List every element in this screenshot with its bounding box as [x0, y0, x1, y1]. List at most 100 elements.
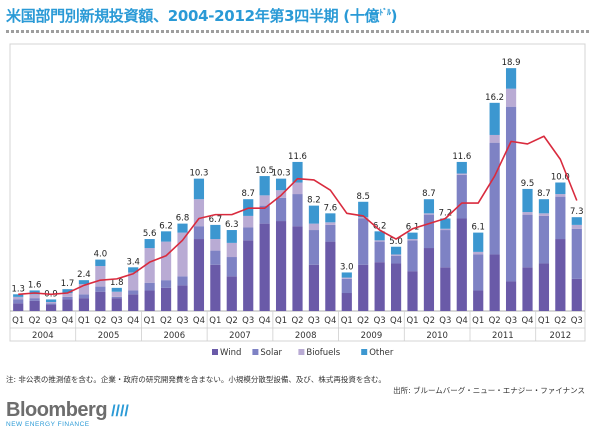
bar-segment-solar	[538, 215, 550, 264]
bar-segment-solar	[128, 290, 139, 295]
bar-segment-biofuels	[160, 241, 172, 281]
bar-segment-solar	[144, 282, 155, 291]
x-tick-label: Q1	[472, 316, 484, 326]
source-credit: 出所: ブルームバーグ・ニュー・エナジー・ファイナンス	[393, 386, 585, 395]
bar-segment-other	[95, 259, 106, 267]
x-tick-label: Q2	[489, 316, 501, 326]
x-tick-label: Q4	[61, 316, 73, 326]
bar-segment-solar	[78, 294, 90, 299]
x-tick-label: Q4	[456, 316, 468, 326]
x-tick-label: Q2	[160, 316, 172, 326]
bar-total-label: 10.0	[551, 173, 570, 183]
bar-segment-solar	[505, 106, 517, 282]
bar-segment-wind	[243, 240, 254, 311]
bar-segment-wind	[95, 291, 106, 311]
bar-segment-other	[505, 68, 517, 89]
bar-segment-solar	[555, 196, 566, 240]
bar-total-label: 6.2	[159, 221, 173, 231]
x-tick-label: Q3	[111, 316, 123, 326]
bar-total-label: 16.2	[485, 93, 504, 103]
bar-segment-wind	[341, 293, 352, 311]
bar-segment-biofuels	[95, 266, 106, 287]
bar-segment-biofuels	[193, 199, 205, 227]
bar-segment-solar	[13, 299, 24, 304]
bar-segment-wind	[160, 287, 172, 311]
bar-segment-other	[275, 178, 287, 191]
bar-total-label: 1.8	[110, 278, 124, 288]
bar-segment-biofuels	[45, 302, 57, 304]
bar-segment-wind	[111, 298, 122, 311]
bar-segment-other	[226, 230, 237, 243]
bar-total-label: 18.9	[502, 58, 521, 68]
bar-segment-biofuels	[358, 217, 369, 219]
bar-segment-biofuels	[308, 223, 320, 231]
x-tick-label: Q2	[291, 316, 303, 326]
x-year-label: 2007	[229, 331, 251, 341]
title-divider	[6, 30, 589, 33]
bar-segment-wind	[78, 298, 90, 311]
x-tick-label: Q1	[12, 316, 24, 326]
bar-segment-wind	[13, 303, 24, 311]
bar-total-label: 7.2	[439, 208, 453, 218]
bar-segment-biofuels	[128, 272, 139, 291]
chart-title: 米国部門別新規投資額、2004-2012年第3四半期 (十億ﾄﾞﾙ)	[6, 5, 398, 26]
bar-segment-solar	[407, 240, 418, 272]
x-year-label: 2010	[426, 331, 448, 341]
bar-segment-wind	[292, 226, 303, 311]
bar-segment-wind	[275, 221, 287, 311]
bar-total-label: 6.8	[176, 214, 190, 224]
bar-segment-other	[210, 224, 221, 240]
bar-segment-wind	[407, 271, 418, 311]
trend-line	[18, 135, 578, 296]
bar-total-label: 3.4	[126, 257, 140, 267]
bar-segment-biofuels	[473, 251, 484, 255]
legend-swatch-wind	[212, 349, 218, 355]
bar-segment-biofuels	[522, 212, 533, 215]
bar-segment-wind	[259, 223, 270, 311]
bar-segment-solar	[308, 230, 320, 265]
bar-total-label: 10.5	[255, 166, 274, 176]
bar-segment-other	[144, 239, 155, 249]
bar-total-label: 7.3	[570, 207, 584, 217]
stacked-bar-chart: 1.3Q11.6Q20.9Q31.7Q42.4Q14.0Q21.8Q33.4Q4…	[9, 43, 586, 358]
x-tick-label: Q4	[127, 316, 139, 326]
bar-segment-other	[62, 289, 73, 294]
bar-segment-wind	[308, 264, 320, 311]
bar-segment-other	[555, 182, 566, 195]
x-tick-label: Q1	[209, 316, 221, 326]
plot-frame	[9, 43, 586, 342]
logo-slashes: ////	[111, 403, 129, 420]
x-tick-label: Q4	[390, 316, 402, 326]
x-tick-label: Q1	[275, 316, 287, 326]
bar-segment-wind	[423, 248, 435, 311]
bar-segment-wind	[571, 278, 582, 312]
bar-segment-biofuels	[341, 277, 352, 279]
bar-total-label: 8.7	[537, 189, 551, 199]
x-year-label: 2006	[163, 331, 185, 341]
x-tick-label: Q4	[193, 316, 205, 326]
bar-segment-biofuels	[177, 232, 188, 277]
bar-segment-other	[571, 217, 582, 225]
bar-segment-biofuels	[226, 242, 237, 258]
bar-segment-wind	[193, 239, 205, 311]
bar-segment-wind	[62, 299, 73, 311]
bar-segment-biofuels	[62, 293, 73, 297]
bar-segment-solar	[292, 194, 303, 227]
bar-segment-other	[13, 294, 24, 297]
legend-swatch-biofuels	[298, 349, 305, 355]
bar-segment-biofuels	[78, 284, 90, 295]
x-year-label: 2004	[32, 331, 54, 341]
bar-segment-wind	[29, 300, 40, 311]
x-tick-label: Q1	[144, 316, 156, 326]
footnote: 注: 非公表の推測値を含む。企業・政府の研究開発費を含まない。小規模分散型設備、…	[6, 375, 386, 384]
bar-segment-wind	[45, 304, 57, 311]
legend-swatch-other	[361, 349, 368, 355]
bar-segment-solar	[95, 286, 106, 292]
bar-total-label: 3.0	[340, 262, 354, 272]
x-tick-label: Q1	[406, 316, 418, 326]
bar-segment-biofuels	[440, 228, 451, 231]
bar-segment-solar	[571, 228, 582, 279]
bar-segment-other	[358, 201, 369, 218]
legend-swatch-solar	[252, 349, 259, 355]
bar-total-label: 10.3	[272, 169, 291, 179]
